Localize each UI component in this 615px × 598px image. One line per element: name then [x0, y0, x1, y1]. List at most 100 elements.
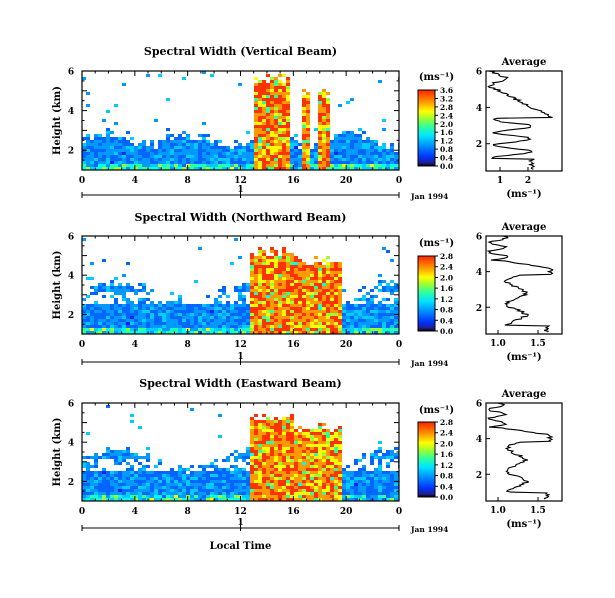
heatmap-cell	[290, 480, 294, 483]
colorbar	[417, 89, 436, 167]
heatmap-cell	[382, 456, 386, 459]
heatmap-cell	[258, 432, 262, 435]
heatmap-cell	[254, 110, 258, 113]
heatmap-cell	[266, 331, 270, 334]
heatmap-cell	[334, 316, 338, 319]
date-marker: 1	[237, 185, 243, 195]
heatmap-cell	[286, 444, 290, 447]
heatmap-cell	[302, 161, 306, 164]
heatmap-cell	[298, 262, 302, 265]
heatmap-cell	[338, 492, 342, 495]
heatmap-cell	[366, 471, 370, 474]
heatmap-cell	[258, 152, 262, 155]
heatmap-cell	[318, 316, 322, 319]
heatmap-cell	[318, 438, 322, 441]
heatmap-cell	[222, 155, 226, 158]
heatmap-cell	[306, 474, 310, 477]
heatmap-cell	[242, 152, 246, 155]
heatmap-cell	[390, 331, 394, 334]
heatmap-cell	[158, 498, 162, 501]
heatmap-cell	[382, 119, 386, 122]
heatmap-cell	[226, 155, 230, 158]
heatmap-cell	[218, 414, 222, 417]
heatmap-cell	[134, 477, 138, 480]
heatmap-cell	[266, 462, 270, 465]
heatmap-cell	[166, 128, 170, 131]
heatmap-cell	[270, 98, 274, 101]
heatmap-cell	[258, 328, 262, 331]
heatmap-cell	[390, 322, 394, 325]
heatmap-cell	[330, 477, 334, 480]
heatmap-cell	[318, 465, 322, 468]
heatmap-cell	[82, 77, 86, 80]
heatmap-cell	[338, 328, 342, 331]
heatmap-cell	[190, 152, 194, 155]
heatmap-cell	[114, 459, 118, 462]
y-tick-label: 4	[68, 439, 74, 449]
heatmap-cell	[314, 256, 318, 259]
heatmap-cell	[254, 423, 258, 426]
heatmap-cell	[114, 122, 118, 125]
heatmap-cell	[158, 471, 162, 474]
heatmap-cell	[262, 435, 266, 438]
heatmap-cell	[246, 486, 250, 489]
heatmap-cell	[94, 292, 98, 295]
heatmap-cell	[270, 140, 274, 143]
heatmap-cell	[94, 134, 98, 137]
heatmap-cell	[330, 301, 334, 304]
heatmap-cell	[274, 89, 278, 92]
heatmap-cell	[266, 459, 270, 462]
heatmap-cell	[218, 486, 222, 489]
heatmap-cell	[270, 474, 274, 477]
heatmap-cell	[306, 158, 310, 161]
heatmap-cell	[354, 474, 358, 477]
heatmap-cell	[290, 316, 294, 319]
heatmap-cell	[254, 271, 258, 274]
heatmap-cell	[182, 164, 186, 167]
heatmap-cell	[94, 307, 98, 310]
heatmap-cell	[334, 286, 338, 289]
heatmap-cell	[282, 435, 286, 438]
heatmap-cell	[326, 301, 330, 304]
heatmap-cell	[374, 471, 378, 474]
heatmap-cell	[98, 456, 102, 459]
heatmap-cell	[154, 161, 158, 164]
heatmap-cell	[374, 486, 378, 489]
heatmap-cell	[178, 322, 182, 325]
heatmap-cell	[250, 316, 254, 319]
x-tick-label: 20	[340, 176, 353, 186]
heatmap-cell	[266, 146, 270, 149]
heatmap-cell	[286, 80, 290, 83]
heatmap-cell	[354, 304, 358, 307]
heatmap-cell	[298, 325, 302, 328]
heatmap-cell	[166, 477, 170, 480]
heatmap-cell	[118, 286, 122, 289]
heatmap-cell	[270, 301, 274, 304]
heatmap-cell	[90, 262, 94, 265]
heatmap-cell	[182, 304, 186, 307]
heatmap-cell	[158, 143, 162, 146]
heatmap-cell	[146, 489, 150, 492]
heatmap-cell	[366, 474, 370, 477]
heatmap-cell	[134, 316, 138, 319]
heatmap-cell	[182, 155, 186, 158]
heatmap-cell	[182, 149, 186, 152]
heatmap-cell	[334, 271, 338, 274]
heatmap-cell	[246, 328, 250, 331]
heatmap-cell	[270, 435, 274, 438]
heatmap-cell	[378, 459, 382, 462]
heatmap-cell	[330, 444, 334, 447]
heatmap-cell	[378, 468, 382, 471]
heatmap-cell	[210, 477, 214, 480]
heatmap-cell	[106, 289, 110, 292]
heatmap-cell	[190, 408, 194, 411]
heatmap-cell	[334, 456, 338, 459]
heatmap-cell	[126, 301, 130, 304]
heatmap-cell	[290, 331, 294, 334]
heatmap-cell	[250, 474, 254, 477]
heatmap-cell	[394, 310, 398, 313]
heatmap-cell	[122, 295, 126, 298]
heatmap-cell	[274, 417, 278, 420]
average-frame	[485, 235, 563, 335]
colorbar-tick-label: 0.8	[440, 145, 453, 154]
